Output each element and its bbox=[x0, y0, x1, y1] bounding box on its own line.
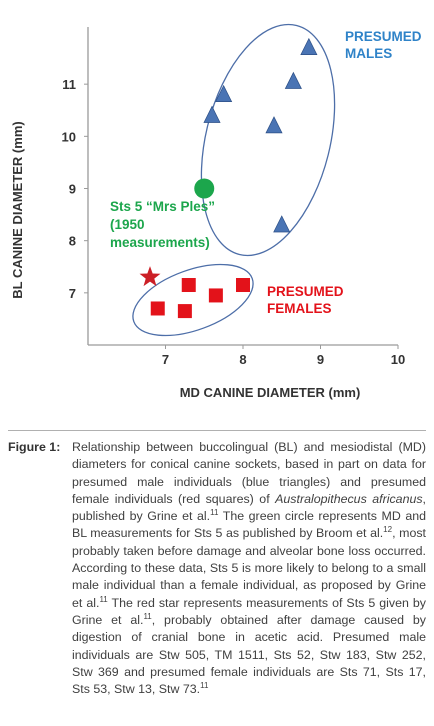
citation-superscript: 12 bbox=[383, 525, 393, 535]
male-triangle-point bbox=[215, 84, 233, 102]
sts5-1950-circle-point bbox=[194, 178, 215, 199]
x-tick-label: 10 bbox=[391, 352, 405, 367]
figure-caption: Figure 1: Relationship between buccoling… bbox=[8, 430, 426, 698]
data-points bbox=[139, 37, 318, 319]
scatter-chart: 7 8 9 10 7 8 9 10 11 MD CANINE DIAMETER (mm) BL CA… bbox=[10, 23, 422, 400]
males-label-line-2: MALES bbox=[345, 46, 392, 61]
caption-segment: Relationship between buccolingual (BL) a… bbox=[72, 440, 426, 506]
male-triangle-point bbox=[265, 116, 283, 134]
caption-segment: , published by Grine et al. bbox=[72, 491, 426, 524]
females-label-line-1: PRESUMED bbox=[267, 284, 344, 299]
female-square-point bbox=[177, 304, 192, 319]
male-triangle-point bbox=[300, 37, 318, 55]
x-tick-label: 9 bbox=[317, 352, 324, 367]
figure-label: Figure 1: bbox=[8, 440, 61, 454]
x-tick-label: 8 bbox=[239, 352, 246, 367]
x-tick-label: 7 bbox=[162, 352, 169, 367]
chart-axes: 7 8 9 10 7 8 9 10 11 MD CANINE DIAMETER (mm) BL CA… bbox=[10, 27, 405, 400]
males-label-line-1: PRESUMED bbox=[345, 29, 422, 44]
y-axis-label: BL CANINE DIAMETER (mm) bbox=[10, 121, 25, 298]
y-tick-label: 9 bbox=[69, 182, 76, 197]
sts5-label-line-1: Sts 5 “Mrs Ples” bbox=[110, 199, 215, 214]
group-ellipses bbox=[132, 23, 336, 337]
caption-segment: The green circle represents MD and BL me… bbox=[72, 509, 427, 541]
citation-superscript: 11 bbox=[99, 594, 108, 604]
female-square-point bbox=[150, 301, 165, 316]
y-tick-label: 11 bbox=[62, 77, 76, 92]
chart-labels: PRESUMED MALES PRESUMED FEMALES Sts 5 “Mrs P… bbox=[110, 29, 422, 316]
citation-superscript: 11 bbox=[143, 611, 152, 621]
caption-segment: The red star represents measurements of … bbox=[72, 595, 426, 627]
y-tick-label: 10 bbox=[62, 129, 76, 144]
caption-segment: , probably obtained after damage caused … bbox=[72, 612, 427, 697]
caption-segment: Australopithecus africanus bbox=[275, 491, 423, 506]
sts5-grine-star-point bbox=[139, 266, 161, 287]
citation-superscript: 11 bbox=[210, 508, 219, 518]
females-label-line-2: FEMALES bbox=[267, 301, 332, 316]
sts5-label-line-3: measurements) bbox=[110, 235, 210, 250]
citation-superscript: 11 bbox=[200, 681, 209, 691]
female-square-point bbox=[181, 278, 196, 293]
female-square-point bbox=[208, 288, 223, 303]
x-axis-label: MD CANINE DIAMETER (mm) bbox=[180, 385, 361, 400]
female-square-point bbox=[236, 278, 250, 293]
caption-segment: , most probably taken before damage and … bbox=[72, 526, 426, 610]
sts5-label-line-2: (1950 bbox=[110, 217, 145, 232]
caption-text: Relationship between buccolingual (BL) a… bbox=[72, 439, 426, 698]
male-triangle-point bbox=[203, 105, 221, 123]
y-tick-label: 8 bbox=[69, 234, 76, 249]
male-triangle-point bbox=[284, 71, 302, 89]
male-group-ellipse bbox=[200, 23, 336, 257]
y-tick-label: 7 bbox=[69, 286, 76, 301]
female-group-ellipse bbox=[132, 263, 254, 337]
male-triangle-point bbox=[273, 215, 291, 233]
